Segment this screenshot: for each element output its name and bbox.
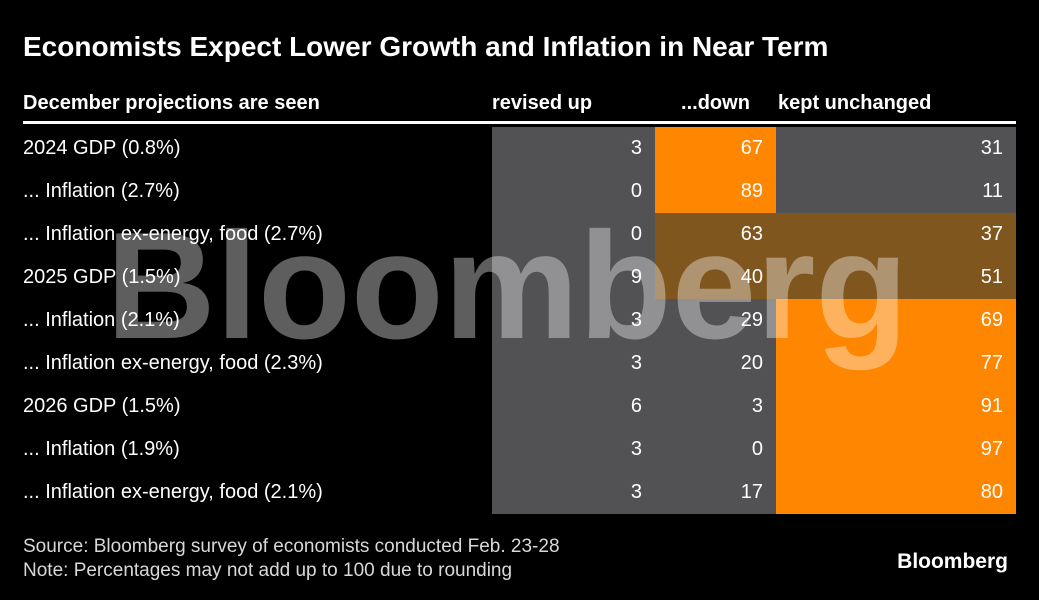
row-label: 2025 GDP (1.5%) [23, 266, 181, 288]
value-cell-unch: 69 [776, 299, 1016, 342]
table-row: ... Inflation ex-energy, food (2.1%) 3 17 8… [0, 471, 1039, 514]
value-cell-up: 6 [492, 385, 655, 428]
row-label: ... Inflation (2.1%) [23, 309, 180, 331]
value-cell-down: 17 [655, 471, 776, 514]
value-cell-down: 67 [655, 127, 776, 170]
value-cell-unch: 51 [776, 256, 1016, 299]
column-header-revised-up: revised up [492, 92, 593, 114]
value-cell-down: 89 [655, 170, 776, 213]
value-cell-up: 9 [492, 256, 655, 299]
table-row: ... Inflation (1.9%) 3 0 97 [0, 428, 1039, 471]
value-cell-down: 29 [655, 299, 776, 342]
table-row: 2026 GDP (1.5%) 6 3 91 [0, 385, 1039, 428]
row-label: ... Inflation ex-energy, food (2.7%) [23, 223, 323, 245]
value-cell-unch: 80 [776, 471, 1016, 514]
column-header-down: ...down [681, 92, 750, 114]
table-row: ... Inflation ex-energy, food (2.3%) 3 20 7… [0, 342, 1039, 385]
table-row: ... Inflation ex-energy, food (2.7%) 0 63 3… [0, 213, 1039, 256]
value-cell-up: 0 [492, 170, 655, 213]
row-label: ... Inflation ex-energy, food (2.3%) [23, 352, 323, 374]
value-cell-down: 40 [655, 256, 776, 299]
header-rule [23, 121, 1016, 124]
projections-table: 2024 GDP (0.8%) 3 67 31... Inflation (2.7%)… [0, 127, 1039, 514]
value-cell-down: 0 [655, 428, 776, 471]
value-cell-up: 3 [492, 127, 655, 170]
value-cell-unch: 31 [776, 127, 1016, 170]
value-cell-unch: 77 [776, 342, 1016, 385]
row-label: ... Inflation (2.7%) [23, 180, 180, 202]
value-cell-unch: 97 [776, 428, 1016, 471]
value-cell-up: 3 [492, 342, 655, 385]
row-label: 2024 GDP (0.8%) [23, 137, 181, 159]
table-row: 2024 GDP (0.8%) 3 67 31 [0, 127, 1039, 170]
value-cell-unch: 91 [776, 385, 1016, 428]
table-row: ... Inflation (2.1%) 3 29 69 [0, 299, 1039, 342]
column-header-projections: December projections are seen [23, 92, 320, 114]
table-row: 2025 GDP (1.5%) 9 40 51 [0, 256, 1039, 299]
page-title: Economists Expect Lower Growth and Infla… [23, 31, 829, 62]
row-label: 2026 GDP (1.5%) [23, 395, 181, 417]
column-header-kept-unchanged: kept unchanged [778, 92, 932, 114]
value-cell-down: 63 [655, 213, 776, 256]
value-cell-up: 3 [492, 428, 655, 471]
value-cell-unch: 11 [776, 170, 1016, 213]
value-cell-unch: 37 [776, 213, 1016, 256]
source-text: Source: Bloomberg survey of economists c… [23, 536, 560, 557]
note-text: Note: Percentages may not add up to 100 … [23, 560, 513, 581]
value-cell-up: 3 [492, 471, 655, 514]
row-label: ... Inflation (1.9%) [23, 438, 180, 460]
value-cell-down: 3 [655, 385, 776, 428]
bloomberg-logo: Bloomberg [897, 550, 1008, 573]
row-label: ... Inflation ex-energy, food (2.1%) [23, 481, 323, 503]
table-row: ... Inflation (2.7%) 0 89 11 [0, 170, 1039, 213]
value-cell-up: 3 [492, 299, 655, 342]
value-cell-up: 0 [492, 213, 655, 256]
value-cell-down: 20 [655, 342, 776, 385]
